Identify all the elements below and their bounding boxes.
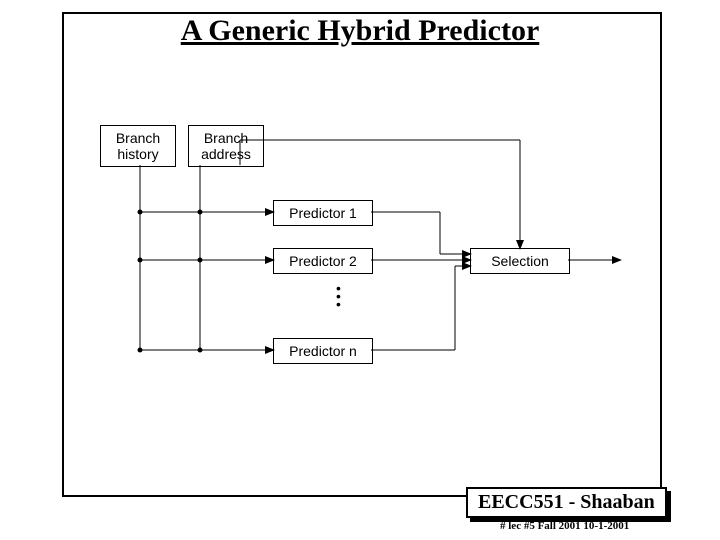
page-title: A Generic Hybrid Predictor — [62, 14, 658, 48]
footer-course-box: EECC551 - Shaaban — [466, 487, 667, 518]
box-predictor-n: Predictor n — [273, 338, 373, 364]
box-branch-history: Branchhistory — [100, 125, 176, 167]
vertical-dots: ••• — [336, 284, 341, 308]
footer-meta: # lec #5 Fall 2001 10-1-2001 — [500, 520, 629, 532]
box-branch-address: Branchaddress — [188, 125, 264, 167]
box-predictor-2: Predictor 2 — [273, 248, 373, 274]
box-predictor-1: Predictor 1 — [273, 200, 373, 226]
box-selection: Selection — [470, 248, 570, 274]
